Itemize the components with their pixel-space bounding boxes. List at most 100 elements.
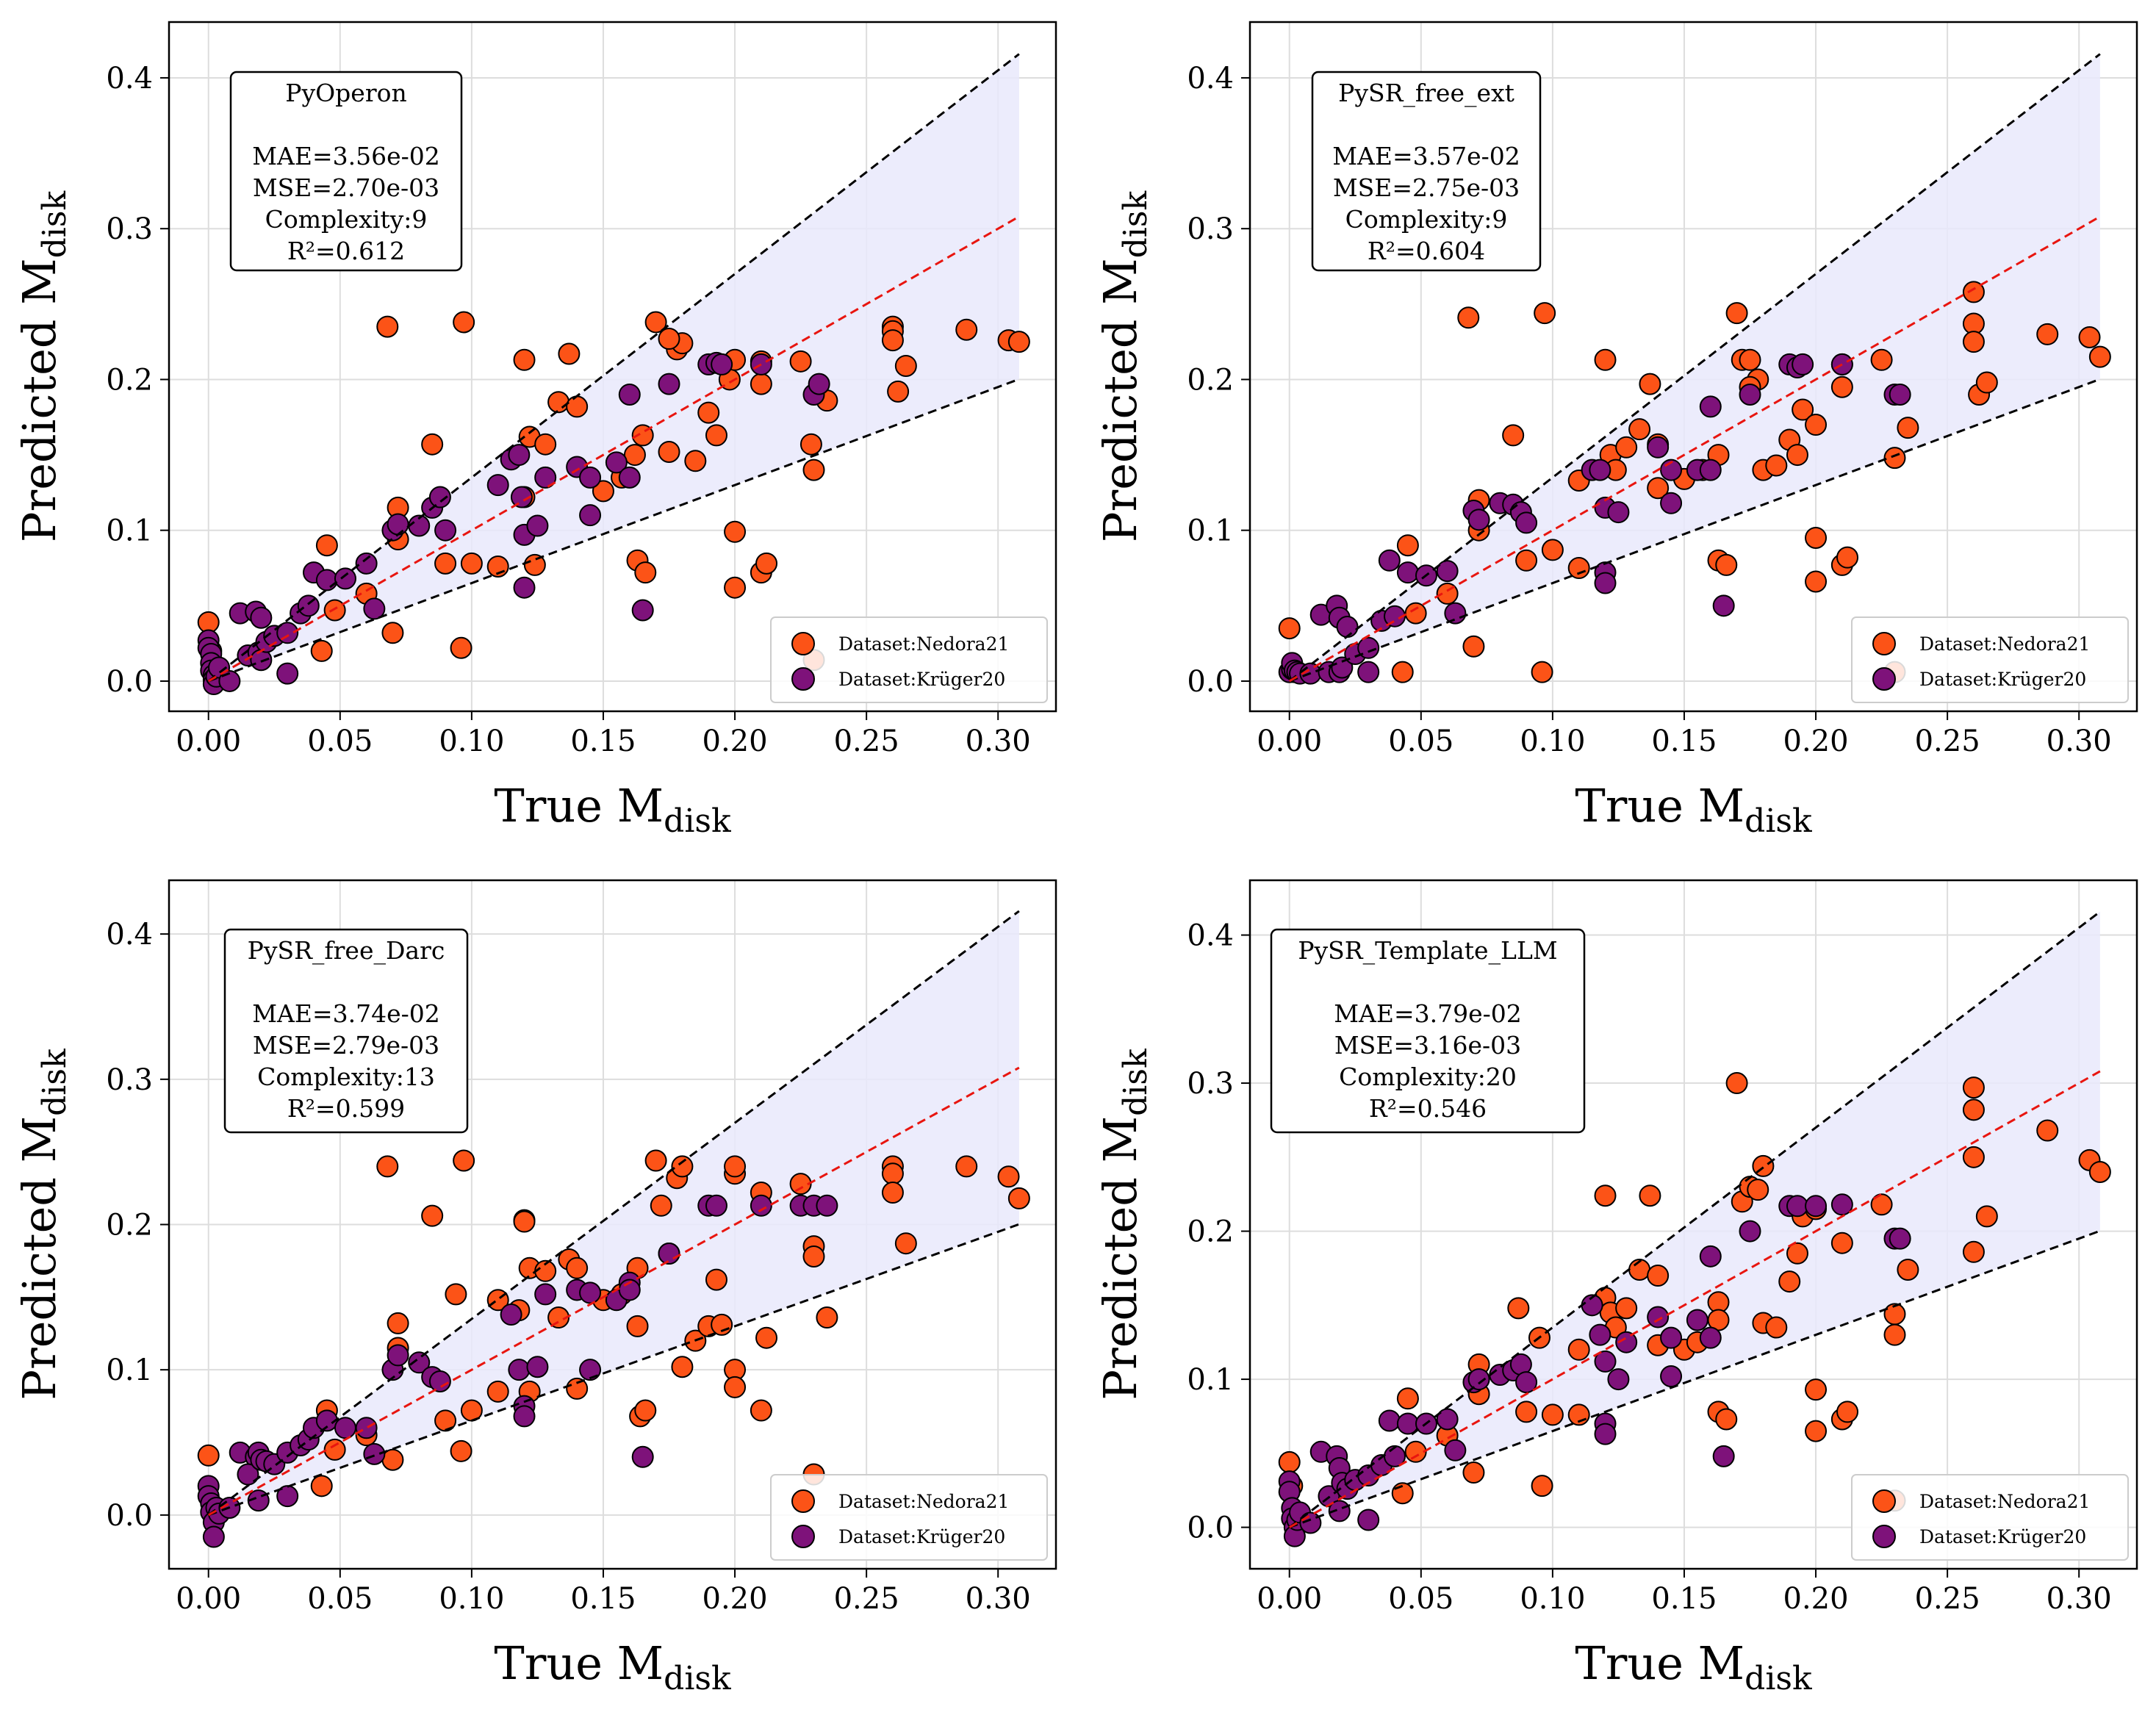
upper-bound-line <box>207 53 1020 683</box>
x-tick-label: 0.20 <box>703 1582 768 1616</box>
data-point <box>1647 1265 1670 1287</box>
legend-marker-nedora21 <box>1872 632 1896 655</box>
data-point <box>2078 326 2101 348</box>
data-point <box>724 1155 747 1178</box>
data-point <box>547 391 570 414</box>
data-point <box>789 1173 812 1196</box>
x-tick-label: 0.15 <box>1651 725 1717 758</box>
upper-bound-line <box>1288 53 2101 683</box>
data-point <box>955 1155 978 1178</box>
y-axis-title: Predicted Mdisk <box>1093 191 1154 543</box>
data-point <box>1836 1401 1859 1423</box>
x-tick-label: 0.00 <box>176 725 241 758</box>
legend-box <box>770 616 1048 703</box>
data-point <box>310 1475 333 1498</box>
data-point <box>997 1165 1020 1188</box>
metric-text: MAE=3.79e-02 <box>1334 999 1522 1028</box>
data-point <box>1715 1408 1738 1431</box>
y-tick-label: 0.1 <box>106 514 153 548</box>
data-point <box>1699 459 1722 481</box>
x-tick-label: 0.00 <box>176 1582 241 1616</box>
model-name: PySR_free_Darc <box>248 936 445 966</box>
data-point <box>1007 1187 1030 1209</box>
data-point <box>631 599 654 622</box>
data-point <box>513 576 536 599</box>
x-tick-label: 0.25 <box>1915 1582 1980 1616</box>
data-point <box>644 311 667 334</box>
data-point <box>1715 553 1738 576</box>
data-point <box>428 486 451 508</box>
x-tick-label: 0.10 <box>439 1582 504 1616</box>
data-point <box>1594 348 1617 371</box>
data-point <box>724 520 747 543</box>
data-point <box>1378 549 1401 572</box>
data-point <box>453 1149 475 1172</box>
data-point <box>1436 560 1459 583</box>
data-point <box>1870 1193 1893 1216</box>
lower-bound-line <box>208 378 1020 683</box>
data-point <box>1567 557 1590 580</box>
metric-text: Complexity:13 <box>257 1063 435 1091</box>
x-axis-title-main: True M <box>1575 1636 1744 1690</box>
y-tick-label: 0.4 <box>106 62 153 96</box>
legend: Dataset:Nedora21 Dataset:Krüger20 <box>770 616 1048 703</box>
data-point <box>387 513 409 536</box>
data-point <box>887 380 910 403</box>
series-nedora21 <box>1278 281 2111 683</box>
data-point <box>1752 1154 1775 1177</box>
data-point <box>618 383 641 406</box>
data-point <box>276 662 299 685</box>
series-kruger20 <box>1278 1193 1911 1547</box>
data-point <box>1639 373 1661 395</box>
data-point <box>510 486 533 508</box>
x-tick-label: 0.30 <box>966 1582 1031 1616</box>
legend-box <box>1851 1474 2129 1561</box>
info-box <box>1270 928 1586 1134</box>
model-name: PySR_Template_LLM <box>1298 936 1557 966</box>
data-point <box>684 450 707 472</box>
data-point <box>1331 656 1354 679</box>
x-tick-label: 0.25 <box>834 725 899 758</box>
data-point <box>697 401 720 424</box>
data-point <box>894 1232 917 1255</box>
data-point <box>1725 302 1748 325</box>
data-point <box>705 424 727 447</box>
data-point <box>1541 539 1564 561</box>
x-axis-title-main: True M <box>494 1636 664 1690</box>
data-point <box>1897 1258 1919 1281</box>
data-point <box>1534 302 1556 325</box>
data-point <box>2088 1160 2111 1183</box>
data-point <box>1830 1232 1853 1254</box>
data-point <box>376 315 399 338</box>
data-point <box>421 1204 444 1227</box>
legend-marker-nedora21 <box>791 632 815 655</box>
data-point <box>566 1377 589 1400</box>
data-point <box>566 1256 589 1279</box>
data-point <box>724 1376 747 1398</box>
x-tick-label: 0.15 <box>570 725 636 758</box>
data-point <box>450 1439 472 1462</box>
x-tick-label: 0.25 <box>1915 725 1980 758</box>
data-point <box>1444 1439 1467 1461</box>
data-point <box>658 373 680 395</box>
panel-1: 0.00 0.05 0.10 0.15 0.20 0.25 0.30 0.0 0.1 0.2 0.3… <box>12 21 1057 840</box>
series-nedora21 <box>197 311 1030 677</box>
legend-label: Dataset:Nedora21 <box>1919 633 2090 655</box>
data-point <box>1699 1326 1722 1349</box>
data-point <box>802 1245 825 1268</box>
data-point <box>579 466 602 489</box>
data-point <box>1699 395 1722 418</box>
axes-frame <box>1248 21 2138 713</box>
panel-3: 0.00 0.05 0.10 0.15 0.20 0.25 0.30 0.0 0.1 0.2 0.3… <box>12 879 1057 1697</box>
data-point <box>750 1194 772 1217</box>
data-point <box>1962 1076 1985 1099</box>
y-axis-title-main: Predicted M <box>12 258 66 542</box>
data-point <box>1357 661 1380 683</box>
data-point <box>579 1359 602 1381</box>
y-axis-title: Predicted Mdisk <box>1093 1049 1154 1401</box>
data-point <box>799 433 822 456</box>
data-point <box>1007 331 1030 353</box>
y-axis-title-subscript: disk <box>36 191 73 259</box>
y-tick-label: 0.2 <box>106 363 153 397</box>
data-point <box>1467 508 1490 531</box>
